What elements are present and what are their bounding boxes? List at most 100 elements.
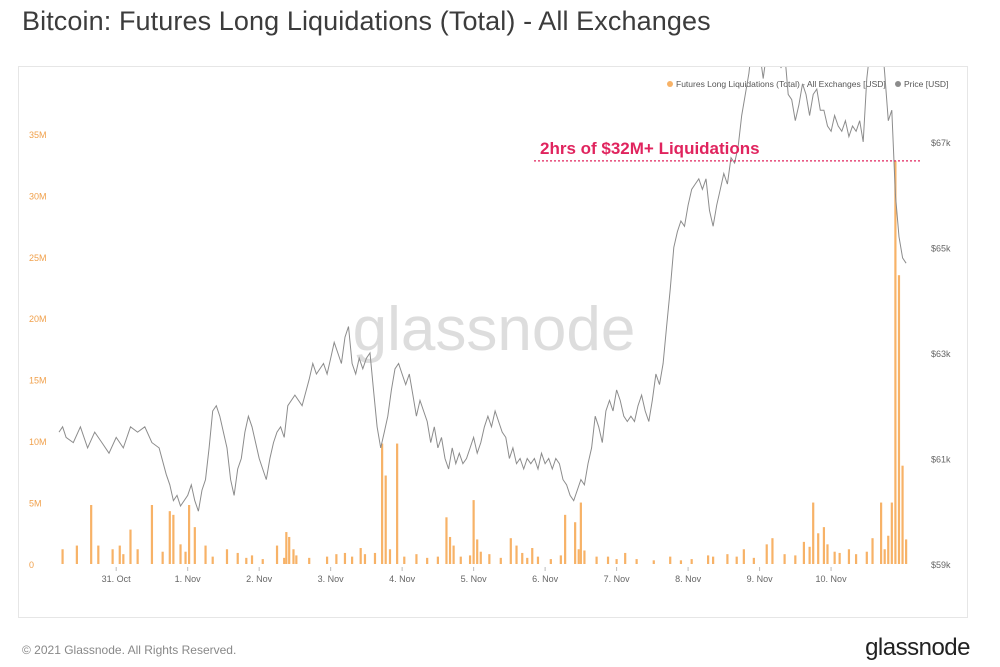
liquidation-bar — [245, 557, 248, 564]
liquidation-bar — [765, 544, 768, 564]
price-line — [58, 67, 907, 512]
liquidation-bar — [343, 552, 347, 564]
liquidation-bar — [188, 505, 191, 564]
left-axis: 0 5M 10M 15M 20M 25M 30M 35M — [29, 130, 47, 570]
liquidation-bar — [549, 559, 552, 564]
right-axis-tick-label: $63k — [931, 349, 951, 359]
liquidation-bar — [509, 538, 512, 564]
left-axis-tick-label: 10M — [29, 437, 47, 447]
liquidation-bar — [838, 552, 841, 564]
liquidation-bar — [179, 544, 182, 564]
watermark-text: glassnode — [353, 295, 636, 364]
liquidation-bar — [802, 541, 806, 564]
left-axis-tick-label: 0 — [29, 560, 34, 570]
liquidation-bars — [61, 160, 908, 564]
liquidation-bar — [445, 517, 448, 564]
liquidation-bar — [363, 554, 367, 564]
liquidation-bar — [373, 552, 377, 564]
liquidation-bar — [288, 536, 291, 564]
x-axis-tick-label: 10. Nov — [816, 574, 848, 584]
liquidation-bar — [161, 551, 164, 564]
liquidation-bar — [865, 551, 868, 564]
liquidation-bar — [488, 554, 491, 564]
legend-price-label[interactable]: Price [USD] — [904, 79, 948, 89]
liquidation-bar — [752, 557, 755, 564]
liquidation-bar — [335, 554, 338, 564]
liquidation-bar — [75, 545, 78, 564]
liquidation-bar — [712, 556, 715, 564]
x-axis-tick-label: 5. Nov — [461, 574, 488, 584]
right-axis-tick-label: $59k — [931, 560, 951, 570]
liquidation-bar — [129, 529, 132, 564]
liquidation-bar — [426, 557, 429, 564]
liquidation-bar — [897, 275, 901, 564]
liquidation-bar — [499, 557, 502, 564]
x-axis-tick-label: 4. Nov — [389, 574, 416, 584]
liquidation-bar — [574, 522, 577, 564]
liquidation-bar — [905, 539, 908, 564]
liquidation-bar — [448, 536, 452, 564]
liquidation-bar — [472, 500, 475, 564]
liquidation-bar — [359, 548, 362, 564]
liquidation-bar — [436, 556, 439, 564]
liquidation-bar — [742, 549, 745, 564]
legend-liquidations-label[interactable]: Futures Long Liquidations (Total) - All … — [676, 79, 886, 89]
footer-copyright: © 2021 Glassnode. All Rights Reserved. — [22, 643, 237, 657]
liquidation-bar — [452, 545, 455, 564]
liquidation-bar — [652, 560, 655, 564]
liquidation-bar — [783, 554, 786, 564]
liquidation-bar — [168, 511, 171, 564]
liquidation-bar — [726, 554, 729, 564]
x-axis-tick-label: 2. Nov — [246, 574, 273, 584]
liquidation-bar — [871, 538, 874, 564]
x-axis-tick-label: 8. Nov — [675, 574, 702, 584]
x-axis-tick-label: 7. Nov — [604, 574, 631, 584]
liquidation-bar — [415, 554, 418, 564]
liquidation-bar — [635, 559, 638, 564]
liquidation-bar — [396, 443, 399, 564]
liquidation-bar — [172, 514, 175, 564]
right-axis-tick-label: $65k — [931, 243, 951, 253]
liquidation-bar — [111, 549, 114, 564]
annotation-text: 2hrs of $32M+ Liquidations — [540, 139, 760, 158]
liquidation-bar — [403, 556, 406, 564]
liquidation-bar — [901, 465, 904, 564]
liquidation-bar — [476, 539, 479, 564]
liquidation-bar — [204, 545, 207, 564]
legend-price-dot — [895, 81, 901, 87]
liquidation-bar — [826, 544, 829, 564]
liquidation-bar — [833, 551, 836, 564]
liquidation-bar — [515, 545, 518, 564]
liquidation-bar — [822, 527, 826, 564]
x-axis: 31. Oct 1. Nov 2. Nov 3. Nov 4. Nov 5. Nov 6. … — [102, 567, 847, 584]
liquidation-bar — [61, 549, 64, 564]
liquidation-bar — [459, 556, 462, 564]
legend[interactable]: Futures Long Liquidations (Total) - All … — [667, 79, 948, 89]
left-axis-tick-label: 20M — [29, 314, 47, 324]
liquidation-bar — [211, 556, 214, 564]
liquidation-bar — [808, 546, 811, 564]
x-axis-tick-label: 3. Nov — [318, 574, 345, 584]
x-axis-tick-label: 1. Nov — [175, 574, 202, 584]
liquidation-bar — [887, 535, 890, 564]
liquidation-bar — [577, 549, 580, 564]
liquidation-bar — [735, 556, 738, 564]
liquidation-bar — [193, 527, 196, 564]
footer-brand-logo: glassnode — [865, 634, 970, 661]
liquidation-bar — [817, 533, 820, 564]
liquidation-bar — [325, 556, 329, 564]
liquidation-bar — [136, 549, 139, 564]
x-axis-tick-label: 6. Nov — [532, 574, 559, 584]
liquidation-bar — [381, 443, 384, 564]
liquidation-bar — [521, 552, 524, 564]
liquidation-bar — [854, 554, 858, 564]
liquidation-bar — [615, 559, 618, 564]
liquidation-bar — [90, 505, 93, 564]
liquidation-bar — [559, 555, 562, 564]
legend-liquidations-dot — [667, 81, 673, 87]
liquidation-bar — [225, 549, 229, 564]
left-axis-tick-label: 35M — [29, 130, 47, 140]
liquidation-bar — [479, 551, 482, 564]
liquidation-bar — [579, 502, 582, 564]
liquidation-bar — [468, 555, 472, 564]
